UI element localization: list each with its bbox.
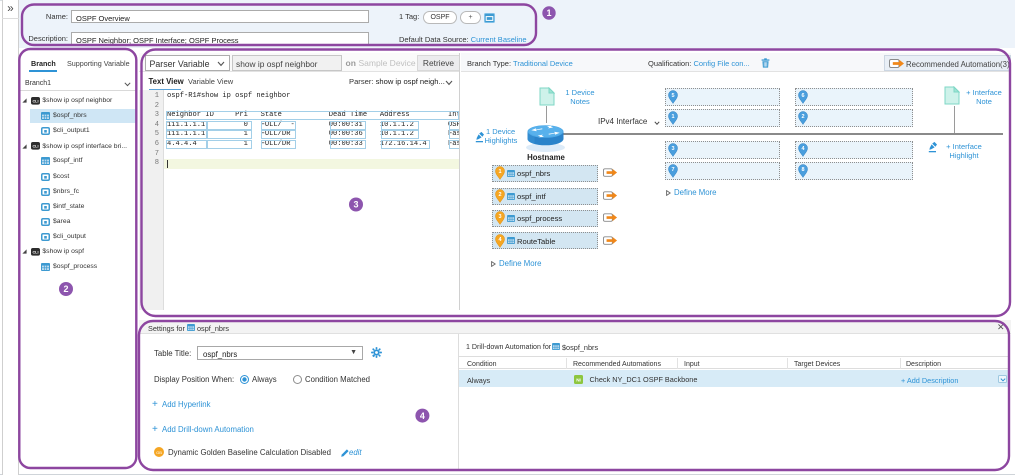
svg-text:GB: GB: [156, 450, 162, 455]
svg-text:2: 2: [801, 114, 804, 120]
svg-text:2: 2: [498, 192, 501, 198]
svg-text:3: 3: [353, 200, 358, 210]
svg-text:CLI: CLI: [32, 251, 38, 255]
svg-text:4: 4: [420, 411, 425, 421]
svg-text:5: 5: [671, 93, 674, 99]
svg-text:6: 6: [801, 93, 804, 99]
svg-text:3: 3: [671, 146, 674, 152]
svg-text:3: 3: [498, 214, 501, 220]
svg-text:1: 1: [498, 170, 501, 176]
svg-text:2: 2: [63, 284, 68, 294]
svg-text:NI: NI: [576, 377, 581, 382]
svg-text:4: 4: [801, 146, 805, 152]
svg-text:4: 4: [498, 237, 502, 243]
svg-text:7: 7: [671, 167, 674, 173]
svg-text:CLI: CLI: [32, 100, 38, 104]
svg-text:1: 1: [671, 114, 674, 120]
svg-text:CLI: CLI: [32, 145, 38, 149]
svg-text:8: 8: [801, 167, 804, 173]
svg-text:1: 1: [546, 8, 551, 18]
